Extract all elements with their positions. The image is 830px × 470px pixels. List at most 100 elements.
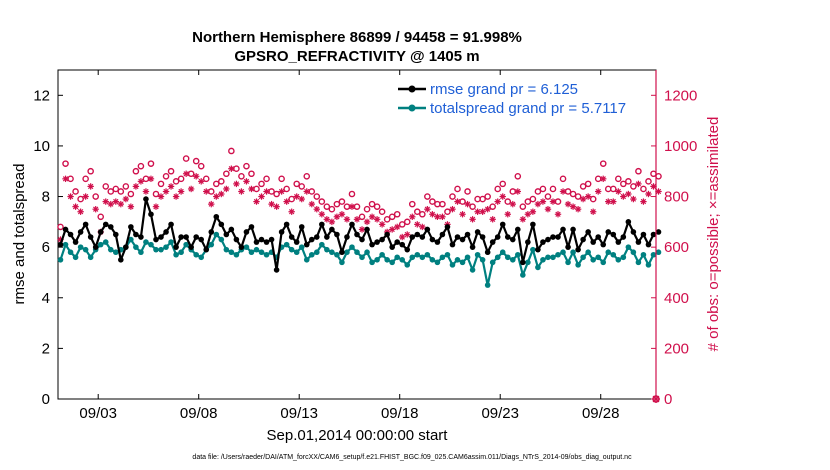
asterisk-stroke: [148, 176, 154, 182]
rmse-point: [163, 229, 169, 235]
obs-assimilated-marker: [534, 200, 542, 208]
asterisk-stroke: [213, 193, 219, 200]
obs-assimilated-marker: [574, 205, 582, 213]
rmse-point: [484, 249, 491, 256]
asterisk-stroke: [525, 211, 531, 217]
obs-assimilated-marker: [208, 200, 215, 208]
obs-assimilated-marker: [142, 188, 150, 195]
rmse-point: [178, 234, 184, 240]
rmse-point: [625, 219, 632, 225]
asterisk-stroke: [203, 188, 209, 195]
asterisk-stroke: [178, 188, 184, 195]
asterisk-stroke: [93, 206, 99, 212]
asterisk-stroke: [243, 178, 250, 185]
rmse-point: [444, 224, 451, 230]
obs-assimilated-marker: [198, 178, 205, 185]
rmse-point: [339, 249, 345, 256]
obs-possible-marker: [182, 155, 190, 162]
obs-possible-marker: [127, 190, 135, 198]
rmse-point: [479, 234, 486, 240]
totalspread-point: [625, 244, 632, 250]
x-tick-label: 09/18: [381, 405, 419, 422]
totalspread-point: [128, 236, 134, 243]
obs-possible-marker: [645, 178, 652, 185]
obs-possible-marker: [57, 223, 64, 231]
left-y-tick-label: 4: [42, 290, 50, 307]
asterisk-stroke: [555, 211, 561, 217]
obs-possible-marker: [333, 200, 341, 208]
obs-assimilated-marker: [112, 198, 119, 205]
asterisk-stroke: [635, 181, 642, 187]
obs-assimilated-marker: [132, 183, 140, 190]
rmse-point: [364, 226, 370, 233]
obs-possible-marker: [298, 183, 306, 190]
obs-assimilated-marker: [177, 188, 185, 195]
rmse-point: [123, 244, 129, 250]
asterisk-stroke: [108, 201, 114, 207]
rmse-point: [77, 229, 84, 235]
obs-possible-marker: [238, 172, 245, 180]
asterisk-stroke: [495, 198, 501, 205]
asterisk-stroke: [158, 193, 164, 200]
totalspread-point: [329, 249, 335, 256]
totalspread-point: [339, 259, 345, 266]
obs-assimilated-marker: [544, 205, 552, 213]
rmse-point: [263, 239, 270, 245]
rmse-point: [349, 221, 355, 228]
obs-assimilated-marker: [233, 180, 240, 188]
totalspread-point: [635, 259, 642, 266]
zero-count-marker: [652, 395, 660, 403]
left-y-tick-label: 6: [42, 239, 50, 256]
rmse-point: [464, 231, 471, 238]
obs-possible-marker: [574, 193, 582, 200]
obs-possible-marker: [429, 198, 436, 205]
rmse-point: [324, 234, 330, 240]
rmse-point: [118, 257, 124, 263]
obs-possible-marker: [177, 175, 185, 183]
obs-assimilated-marker: [514, 188, 522, 195]
zero-assimilated-stroke: [652, 395, 660, 403]
obs-possible-marker: [112, 185, 120, 193]
asterisk-stroke: [188, 186, 194, 192]
rmse-point: [168, 221, 174, 228]
obs-possible-marker: [318, 198, 326, 205]
totalspread-point: [509, 257, 516, 263]
totalspread-point: [374, 257, 380, 263]
rmse-point: [188, 244, 194, 250]
totalspread-point: [640, 251, 647, 258]
asterisk-stroke: [334, 214, 340, 220]
asterisk-stroke: [238, 188, 245, 195]
totalspread-point: [173, 251, 179, 258]
obs-assimilated-marker: [600, 175, 607, 183]
obs-assimilated-marker: [253, 198, 260, 205]
asterisk-stroke: [103, 198, 109, 205]
obs-assimilated-marker: [373, 216, 381, 223]
rmse-point: [92, 244, 99, 250]
rmse-point: [449, 241, 456, 248]
asterisk-stroke: [263, 188, 270, 195]
obs-assimilated-marker: [494, 198, 501, 205]
obs-possible-marker: [293, 180, 300, 188]
rmse-point: [133, 231, 139, 238]
obs-possible-marker: [338, 198, 346, 205]
rmse-point: [555, 234, 561, 240]
obs-assimilated-marker: [368, 213, 376, 220]
obs-assimilated-marker: [524, 211, 532, 218]
asterisk-stroke: [374, 216, 380, 222]
totalspread-point: [515, 251, 521, 258]
totalspread-point: [404, 262, 411, 268]
obs-possible-marker: [197, 162, 205, 170]
asterisk-stroke: [510, 201, 516, 207]
rmse-point: [379, 236, 385, 243]
obs-possible-marker: [358, 213, 366, 221]
x-tick-label: 09/03: [79, 405, 117, 422]
obs-possible-marker: [328, 205, 336, 213]
totalspread-point: [143, 239, 149, 245]
totalspread-point: [605, 249, 612, 256]
totalspread-point: [163, 244, 169, 250]
rmse-point: [560, 226, 566, 233]
asterisk-stroke: [319, 211, 325, 217]
obs-possible-marker: [408, 200, 416, 208]
totalspread-point: [479, 257, 486, 263]
obs-possible-marker: [368, 200, 376, 208]
